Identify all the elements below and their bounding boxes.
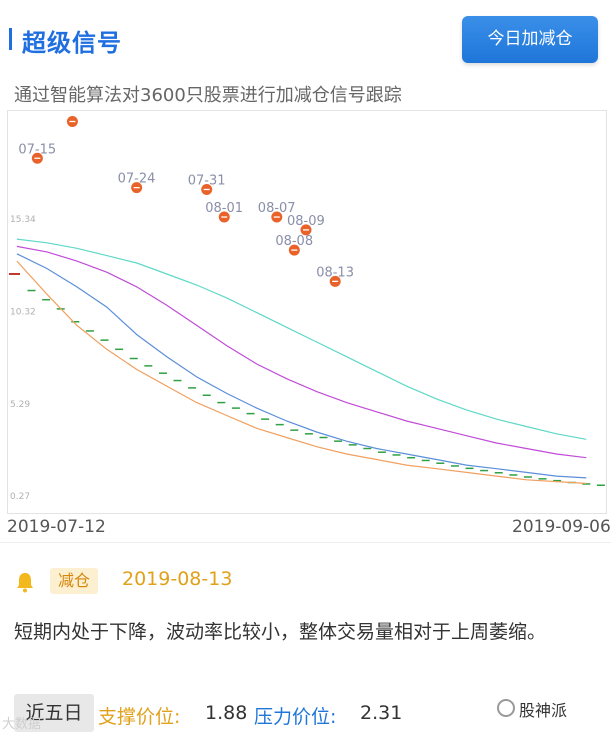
signal-badge: 减仓 xyxy=(50,568,99,594)
y-tick-label: 15.34 xyxy=(10,215,36,225)
y-tick-label: 0.27 xyxy=(10,492,30,502)
signal-date-label: 08-01 xyxy=(205,201,243,216)
signal-date-label: 08-09 xyxy=(287,214,325,229)
pressure-price-label: 压力价位: xyxy=(254,706,337,728)
y-tick-label: 10.32 xyxy=(10,307,36,317)
header: 超级信号 今日加减仓 xyxy=(0,0,611,80)
bell-icon xyxy=(17,573,33,593)
chart-plot: 15.34 10.32 5.29 0.27 07-15 07-24 07-31 08-01 08… xyxy=(9,116,605,502)
price-row: 近五日 支撑价位: 1.88 压力价位: 2.31 xyxy=(14,694,604,732)
title-accent-bar xyxy=(9,28,12,50)
tab-recent-five-days[interactable]: 近五日 xyxy=(14,694,94,732)
series-line-orange xyxy=(16,260,587,484)
x-axis-start-label: 2019-07-12 xyxy=(7,517,106,537)
signal-date-label: 07-15 xyxy=(18,142,56,157)
signal-date: 2019-08-13 xyxy=(122,568,233,590)
signal-date-label: 08-07 xyxy=(258,201,296,216)
signal-date-label: 07-24 xyxy=(118,172,156,187)
series-line-magenta xyxy=(16,245,587,459)
x-axis-end-label: 2019-09-06 xyxy=(512,517,611,537)
wechat-icon xyxy=(497,699,515,717)
y-tick-label: 5.29 xyxy=(10,400,30,410)
section-divider xyxy=(0,542,611,543)
series-line-blue xyxy=(16,253,587,479)
signal-row: 减仓 2019-08-13 xyxy=(14,567,594,595)
watermark-right: 股神派 xyxy=(519,701,568,720)
page-title: 超级信号 xyxy=(22,29,122,57)
watermark-left: 大数据 xyxy=(2,717,42,732)
today-adjust-button[interactable]: 今日加减仓 xyxy=(462,16,598,63)
signal-chart: 15.34 10.32 5.29 0.27 07-15 07-24 07-31 08-01 08… xyxy=(0,110,611,542)
signal-description: 短期内处于下降，波动率比较小，整体交易量相对于上周萎缩。 xyxy=(14,621,547,643)
support-price-label: 支撑价位: xyxy=(98,706,181,728)
chart-frame xyxy=(7,110,607,514)
series-line-cyan xyxy=(16,238,587,440)
pressure-price-value: 2.31 xyxy=(360,702,403,724)
page-subtitle: 通过智能算法对3600只股票进行加减仓信号跟踪 xyxy=(14,85,402,106)
support-price-value: 1.88 xyxy=(205,702,248,724)
signal-date-label: 08-08 xyxy=(275,234,313,249)
signal-date-label: 08-13 xyxy=(316,265,354,280)
signal-date-label: 07-31 xyxy=(188,173,226,188)
